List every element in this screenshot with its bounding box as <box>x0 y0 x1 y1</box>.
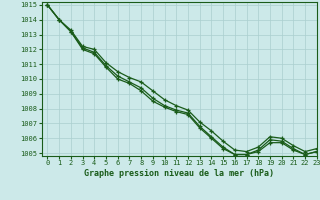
X-axis label: Graphe pression niveau de la mer (hPa): Graphe pression niveau de la mer (hPa) <box>84 169 274 178</box>
